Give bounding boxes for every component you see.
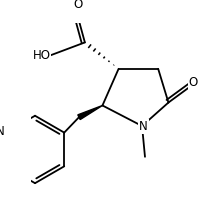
Polygon shape — [78, 105, 102, 120]
Text: O: O — [189, 76, 198, 89]
Text: N: N — [139, 120, 148, 133]
Text: O: O — [73, 0, 82, 11]
Text: HO: HO — [32, 49, 50, 62]
Text: N: N — [0, 125, 4, 138]
